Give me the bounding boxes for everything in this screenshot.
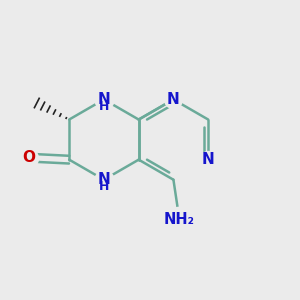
Text: N: N (98, 172, 110, 187)
Text: NH₂: NH₂ (164, 212, 195, 227)
Text: H: H (99, 100, 109, 112)
Text: H: H (99, 180, 109, 193)
Text: N: N (202, 152, 214, 167)
Text: O: O (22, 150, 36, 165)
Text: N: N (167, 92, 180, 107)
Text: N: N (98, 92, 110, 107)
